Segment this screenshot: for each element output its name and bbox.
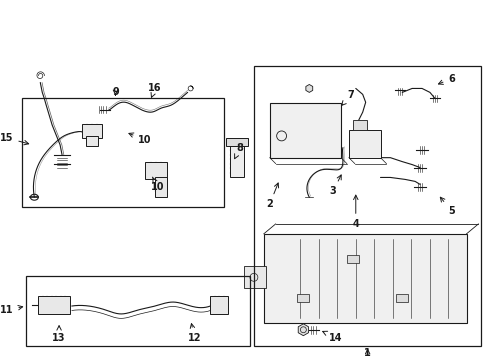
Bar xyxy=(297,294,309,302)
Bar xyxy=(352,120,366,130)
Bar xyxy=(26,276,249,346)
Bar xyxy=(263,234,466,323)
Bar xyxy=(269,103,340,158)
Text: 1: 1 xyxy=(364,347,370,357)
Bar xyxy=(395,294,407,302)
Text: 14: 14 xyxy=(322,331,342,343)
Bar xyxy=(346,255,358,262)
Bar xyxy=(38,296,70,314)
Text: 3: 3 xyxy=(329,175,341,196)
Text: 10: 10 xyxy=(151,177,164,192)
Text: 7: 7 xyxy=(341,90,353,105)
Text: 5: 5 xyxy=(439,197,454,216)
Text: 16: 16 xyxy=(148,84,162,97)
Bar xyxy=(244,266,265,288)
Bar xyxy=(145,162,166,179)
Text: 9: 9 xyxy=(112,87,119,98)
Text: 6: 6 xyxy=(438,73,454,84)
Text: 13: 13 xyxy=(52,326,66,343)
Bar xyxy=(85,136,98,146)
Text: 4: 4 xyxy=(352,195,358,229)
Bar xyxy=(253,66,480,346)
Text: 15: 15 xyxy=(0,133,29,145)
Text: 2: 2 xyxy=(266,183,278,209)
Text: 8: 8 xyxy=(234,143,243,159)
Text: 10: 10 xyxy=(129,133,152,145)
Bar xyxy=(348,130,380,158)
Bar xyxy=(210,296,228,314)
Bar xyxy=(230,146,244,177)
Bar xyxy=(22,98,224,207)
Bar xyxy=(155,177,166,197)
Bar xyxy=(226,138,247,146)
Bar xyxy=(81,124,102,138)
Text: 12: 12 xyxy=(187,324,201,343)
Text: 11: 11 xyxy=(0,305,22,315)
